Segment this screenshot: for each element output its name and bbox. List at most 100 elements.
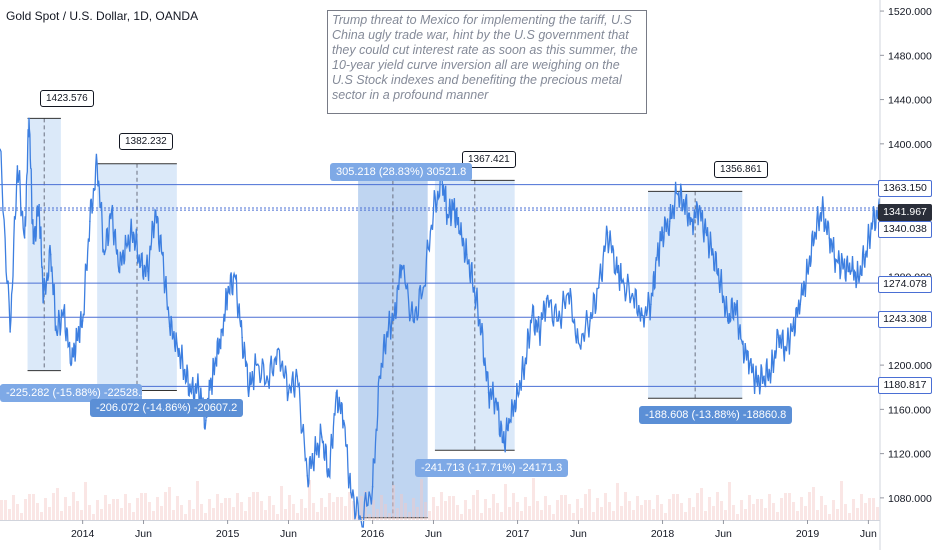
volume-bar	[344, 506, 347, 520]
measure-label-4[interactable]: -241.713 (-17.71%) -24171.3	[415, 459, 569, 477]
price-tag-2[interactable]: 1341.967	[878, 204, 932, 221]
price-tag-6[interactable]: 1180.817	[878, 377, 932, 394]
y-tick-label: 1080.000	[888, 493, 932, 505]
volume-bar	[264, 510, 267, 520]
volume-bar	[196, 481, 199, 520]
volume-bar	[388, 513, 391, 520]
x-tick-label: Jun	[715, 528, 732, 540]
volume-bar	[528, 506, 531, 520]
price-point	[487, 391, 490, 394]
price-point	[777, 336, 780, 339]
price-point	[557, 320, 559, 322]
volume-bar	[400, 494, 403, 520]
volume-bar	[688, 498, 691, 520]
price-point	[248, 386, 251, 389]
volume-bar	[216, 494, 219, 520]
volume-bar	[320, 498, 323, 520]
callout-high-4[interactable]: 1356.861	[714, 161, 768, 178]
price-tag-1[interactable]: 1363.150	[878, 180, 932, 197]
measure-label-2[interactable]: -206.072 (-14.86%) -20607.2	[90, 399, 244, 417]
price-point	[132, 231, 135, 234]
volume-bar	[564, 495, 567, 520]
volume-bar	[244, 511, 247, 520]
price-point	[226, 292, 229, 294]
volume-bar	[872, 498, 875, 520]
volume-bar	[756, 499, 759, 520]
volume-bar	[56, 488, 59, 520]
volume-bar	[148, 502, 151, 520]
volume-bar	[708, 497, 711, 520]
price-point	[799, 303, 802, 306]
measure-label-5[interactable]: -188.608 (-13.88%) -18860.8	[639, 406, 793, 424]
price-point	[577, 342, 580, 344]
volume-bar	[32, 494, 35, 520]
price-point	[42, 297, 45, 300]
price-point	[379, 375, 381, 377]
volume-bar	[676, 494, 679, 520]
volume-bar	[124, 494, 127, 520]
price-point	[306, 474, 309, 477]
price-axis[interactable]: 1520.0001480.0001440.0001400.0001360.000…	[879, 0, 932, 550]
price-point	[857, 275, 860, 278]
price-tag-4[interactable]: 1274.078	[878, 276, 932, 293]
volume-bar	[304, 508, 307, 520]
price-point	[615, 264, 617, 267]
volume-bar	[500, 512, 503, 520]
price-point	[697, 209, 700, 212]
time-axis[interactable]: 2014 Jun 2015 Jun 2016 Jun 2017 Jun 2018 Jun 2019 J…	[0, 520, 880, 540]
price-point	[668, 220, 671, 223]
volume-bar	[512, 493, 515, 520]
price-point	[161, 253, 164, 256]
volume-bar	[12, 495, 15, 520]
price-point	[621, 281, 623, 283]
volume-bar	[396, 508, 399, 520]
price-point	[447, 214, 449, 217]
volume-bar	[764, 508, 767, 520]
volume-bar	[488, 508, 491, 520]
price-tag-3[interactable]: 1340.038	[878, 221, 932, 238]
price-point	[209, 386, 212, 389]
volume-bar	[180, 505, 183, 520]
volume-bar	[704, 511, 707, 520]
price-point	[538, 331, 541, 333]
volume-bar	[780, 498, 783, 520]
callout-high-1[interactable]: 1423.576	[40, 90, 94, 107]
note-text: Trump threat to Mexico for implementing …	[332, 13, 638, 102]
price-point	[342, 419, 345, 422]
callout-high-3[interactable]: 1367.421	[462, 151, 516, 168]
volume-bar	[212, 508, 215, 520]
measure-label-3[interactable]: 305.218 (28.83%) 30521.8	[330, 163, 473, 181]
price-point	[432, 209, 435, 212]
volume-bar	[580, 508, 583, 520]
volume-bar	[848, 513, 851, 520]
volume-bar	[4, 500, 7, 520]
volume-bar	[424, 502, 427, 520]
price-point	[655, 259, 658, 261]
volume-bar	[700, 488, 703, 520]
volume-bar	[368, 514, 371, 520]
price-point	[524, 364, 526, 366]
price-point	[168, 325, 171, 328]
volume-bar	[696, 493, 699, 520]
measure-label-1[interactable]: -225.282 (-15.88%) -22528.2	[0, 384, 142, 402]
price-point	[147, 270, 149, 272]
price-point	[55, 331, 58, 333]
callout-high-2[interactable]: 1382.232	[119, 133, 173, 150]
price-point	[835, 259, 838, 261]
text-note[interactable]: Trump threat to Mexico for implementing …	[327, 10, 647, 114]
volume-bar	[308, 480, 311, 520]
volume-bar	[844, 504, 847, 520]
price-tag-5[interactable]: 1243.308	[878, 311, 932, 328]
volume-bar	[772, 503, 775, 520]
volume-bar	[256, 492, 259, 520]
x-tick-label: 2016	[361, 528, 385, 540]
volume-bar	[636, 496, 639, 520]
price-point	[313, 452, 316, 455]
volume-bar	[836, 509, 839, 520]
price-point	[62, 308, 65, 311]
price-point	[770, 369, 773, 372]
volume-bar	[420, 479, 423, 520]
volume-bar	[672, 494, 675, 520]
symbol-title: Gold Spot / U.S. Dollar, 1D, OANDA	[6, 9, 199, 23]
